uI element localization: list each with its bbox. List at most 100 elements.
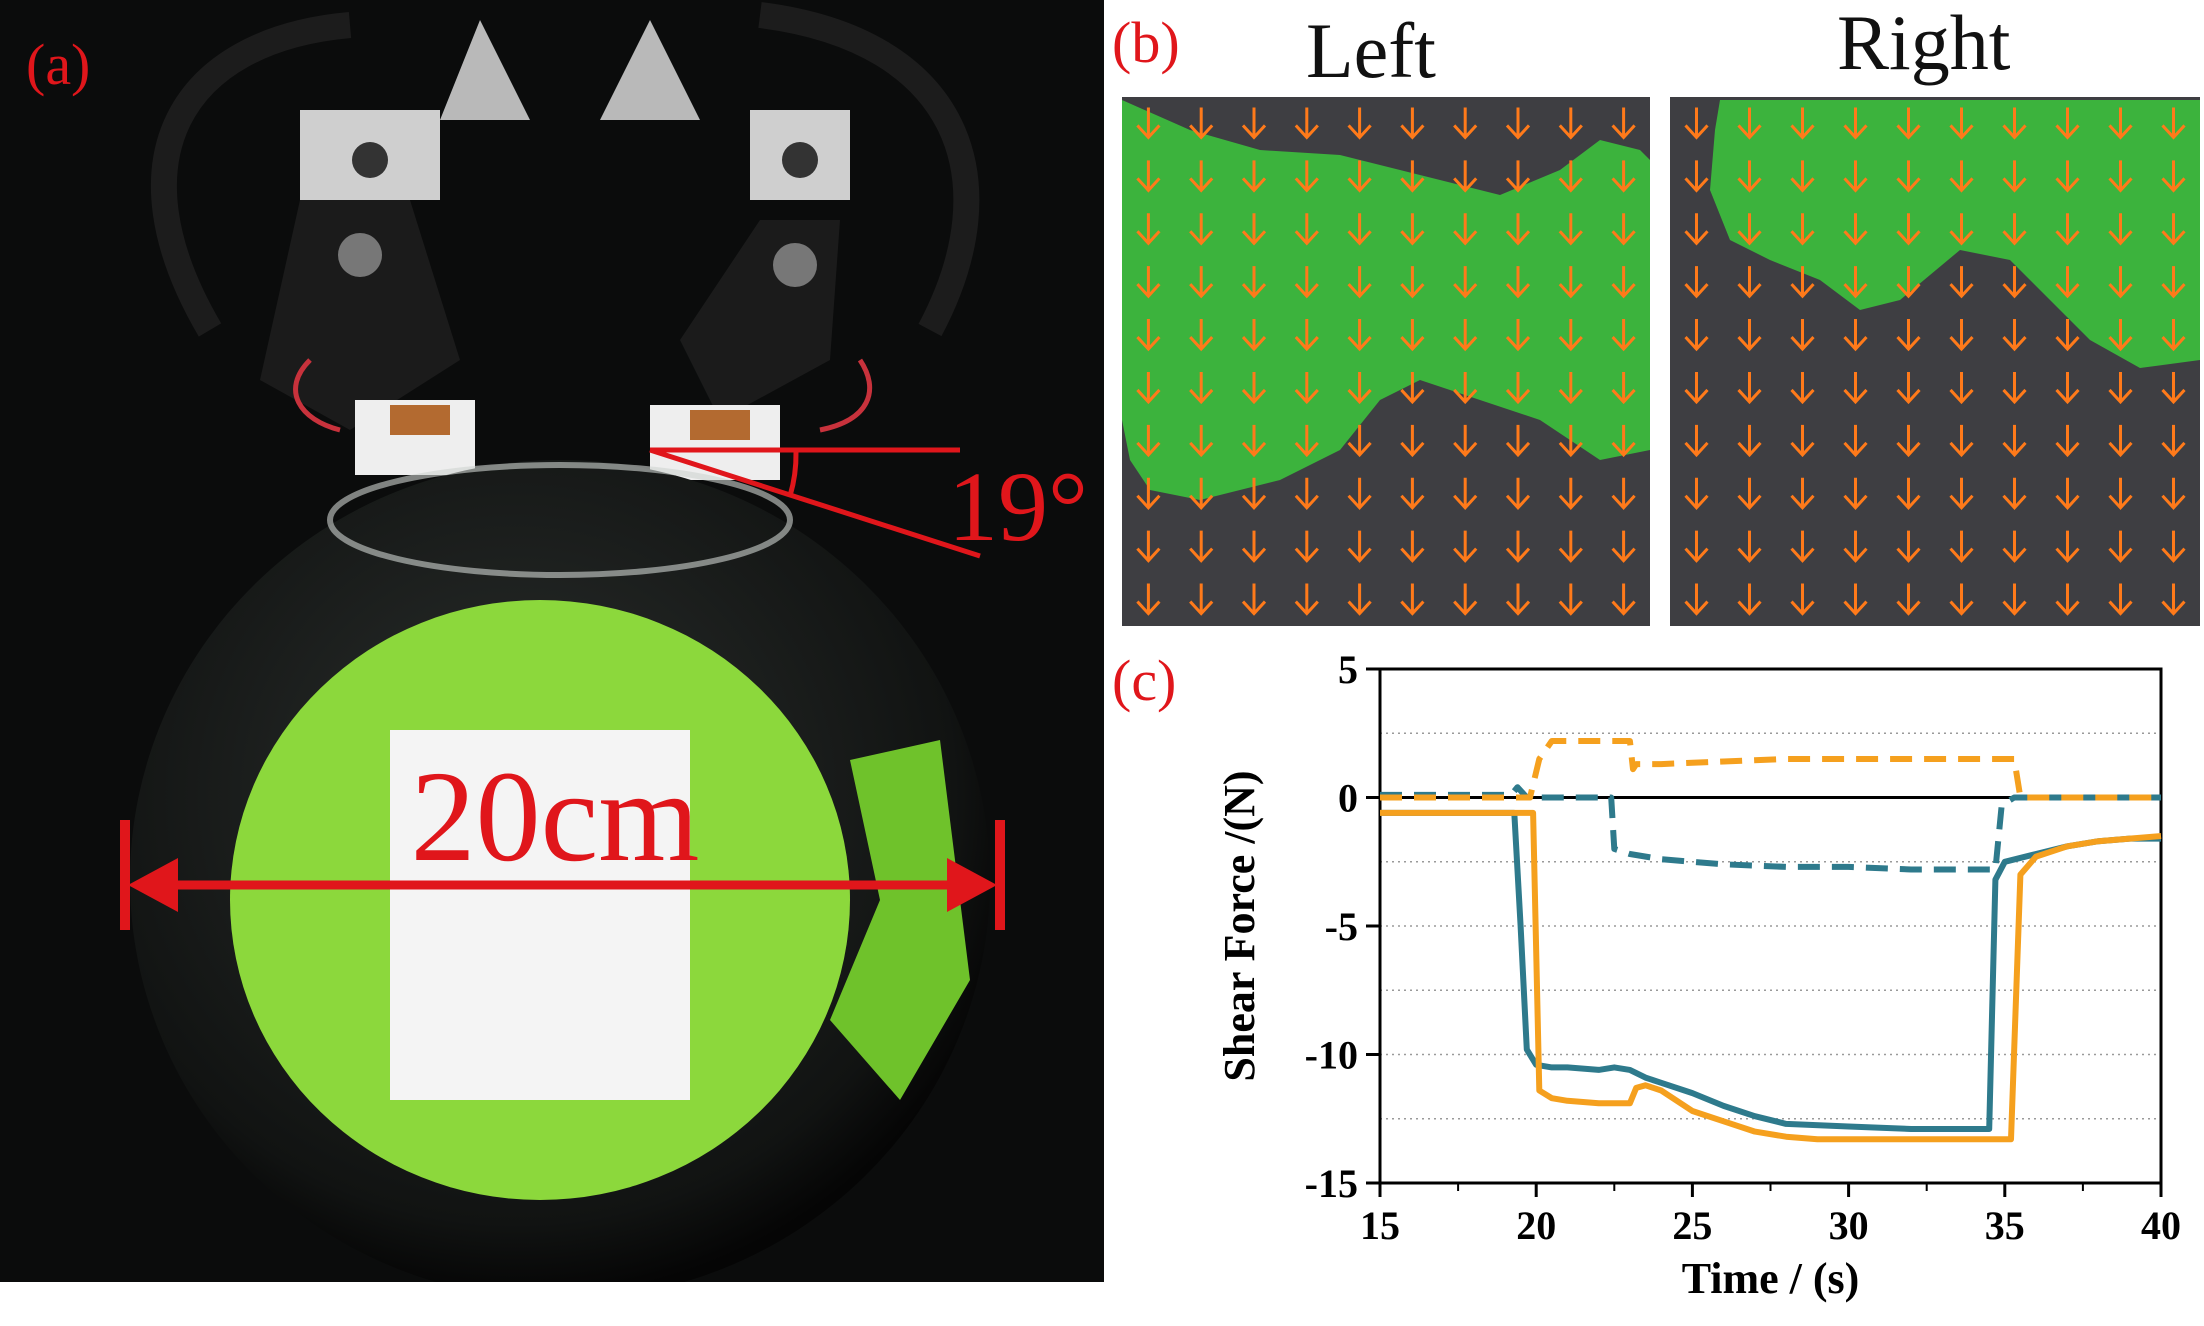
displacement-arrow-icon — [1737, 477, 1762, 510]
displacement-arrow-icon — [1400, 319, 1425, 352]
displacement-arrow-icon — [1453, 266, 1478, 299]
displacement-arrow-icon — [2055, 530, 2080, 563]
displacement-arrow-icon — [1558, 530, 1583, 563]
displacement-arrow-icon — [1453, 424, 1478, 458]
displacement-arrow-icon — [1896, 160, 1921, 193]
displacement-arrow-icon — [1558, 583, 1583, 616]
displacement-arrow-icon — [1896, 213, 1921, 246]
displacement-arrow-icon — [1737, 583, 1762, 616]
displacement-arrow-icon — [1611, 371, 1636, 405]
displacement-arrow-icon — [1347, 319, 1372, 352]
panel-label-c: (c) — [1112, 648, 1177, 713]
displacement-arrow-icon — [1136, 319, 1161, 352]
displacement-arrow-icon — [1843, 266, 1868, 299]
bolt-right — [782, 142, 818, 178]
displacement-arrow-icon — [1189, 424, 1214, 458]
displacement-arrow-icon — [1294, 530, 1319, 563]
displacement-arrow-icon — [1896, 424, 1921, 458]
displacement-arrow-icon — [1400, 213, 1425, 246]
width-label: 20cm — [411, 745, 700, 889]
shear-force-chart: 15 20 25 30 35 40 5 0 -5 -10 -15 Time / (s) Shear Fo… — [1215, 647, 2181, 1303]
displacement-arrow-icon — [1558, 213, 1583, 246]
displacement-arrow-icon — [2002, 160, 2027, 193]
displacement-arrow-icon — [2055, 266, 2080, 299]
displacement-arrow-icon — [1790, 583, 1815, 616]
displacement-arrow-icon — [1737, 160, 1762, 193]
angle-arc — [787, 451, 799, 497]
displacement-arrow-icon — [1611, 266, 1636, 299]
displacement-arrow-icon — [1294, 107, 1319, 140]
displacement-arrow-icon — [1136, 160, 1161, 193]
displacement-arrow-icon — [2002, 213, 2027, 246]
displacement-arrow-icon — [1949, 477, 1974, 510]
y-tick-label: -15 — [1305, 1161, 1358, 1206]
displacement-arrow-icon — [1189, 530, 1214, 563]
heatmap-right-title: Right — [1837, 0, 2011, 86]
displacement-arrow-icon — [1453, 530, 1478, 563]
sphere-green-band — [830, 740, 970, 1100]
angle-tangent-line — [649, 447, 981, 559]
displacement-arrow-icon — [1558, 477, 1583, 510]
displacement-arrow-icon — [1294, 213, 1319, 246]
displacement-arrow-icon — [1684, 266, 1709, 299]
displacement-arrow-icon — [1737, 213, 1762, 246]
displacement-arrow-icon — [1896, 530, 1921, 563]
displacement-arrow-icon — [1843, 583, 1868, 616]
x-tick-label: 20 — [1516, 1203, 1556, 1248]
displacement-arrow-icon — [2002, 319, 2027, 352]
displacement-arrow-icon — [1949, 424, 1974, 458]
displacement-arrow-icon — [1505, 530, 1531, 563]
displacement-arrow-icon — [1790, 424, 1815, 458]
displacement-arrow-icon — [1949, 160, 1974, 193]
angle-label: 19° — [948, 451, 1088, 562]
displacement-arrow-icon — [2161, 319, 2186, 352]
displacement-arrow-icon — [1347, 107, 1372, 140]
displacement-arrow-icon — [1453, 213, 1478, 246]
y-tick-label: 5 — [1338, 647, 1358, 692]
displacement-arrow-icon — [2002, 424, 2027, 458]
displacement-arrow-icon — [1347, 266, 1372, 299]
displacement-arrow-icon — [1189, 266, 1214, 299]
displacement-arrow-icon — [1611, 424, 1636, 458]
displacement-arrow-icon — [2002, 371, 2027, 405]
displacement-arrow-icon — [1843, 160, 1868, 193]
displacement-arrow-icon — [1611, 477, 1636, 510]
sensor-wires — [293, 358, 872, 433]
displacement-arrow-icon — [1843, 371, 1868, 405]
displacement-arrow-icon — [2161, 160, 2186, 193]
displacement-arrow-icon — [1400, 371, 1425, 405]
displacement-arrow-icon — [1843, 319, 1868, 352]
displacement-arrow-icon — [1790, 213, 1815, 246]
displacement-arrow-icon — [1684, 424, 1709, 458]
displacement-arrow-icon — [2108, 530, 2133, 563]
displacement-arrow-icon — [2108, 107, 2133, 140]
displacement-arrow-icon — [2108, 583, 2133, 616]
displacement-arrow-icon — [1843, 424, 1868, 458]
displacement-arrow-icon — [2055, 371, 2080, 405]
displacement-arrow-icon — [1189, 477, 1214, 510]
displacement-arrow-icon — [1400, 266, 1425, 299]
displacement-arrow-icon — [1347, 477, 1372, 510]
displacement-arrow-icon — [2002, 583, 2027, 616]
displacement-arrow-icon — [1684, 477, 1709, 510]
displacement-arrow-icon — [2161, 583, 2186, 616]
displacement-arrow-icon — [1896, 371, 1921, 405]
displacement-arrow-icon — [1189, 107, 1214, 140]
displacement-arrow-icon — [1949, 213, 1974, 246]
displacement-arrow-icon — [1505, 160, 1531, 193]
displacement-arrow-icon — [1790, 371, 1815, 405]
series-line-1 — [1380, 809, 2161, 1132]
displacement-arrow-icon — [2161, 371, 2186, 405]
displacement-arrow-icon — [1400, 583, 1425, 616]
displacement-arrow-icon — [1505, 424, 1531, 458]
heatmap-left-title: Left — [1306, 7, 1436, 94]
displacement-arrow-icon — [2002, 107, 2027, 140]
sphere-highlight — [327, 462, 793, 578]
displacement-arrow-icon — [1558, 107, 1583, 140]
width-arrowhead-left — [128, 858, 178, 912]
displacement-arrow-icon — [1347, 583, 1372, 616]
displacement-arrow-icon — [1294, 583, 1319, 616]
displacement-arrow-icon — [2161, 477, 2186, 510]
displacement-arrow-icon — [2055, 424, 2080, 458]
displacement-arrow-icon — [1896, 107, 1921, 140]
